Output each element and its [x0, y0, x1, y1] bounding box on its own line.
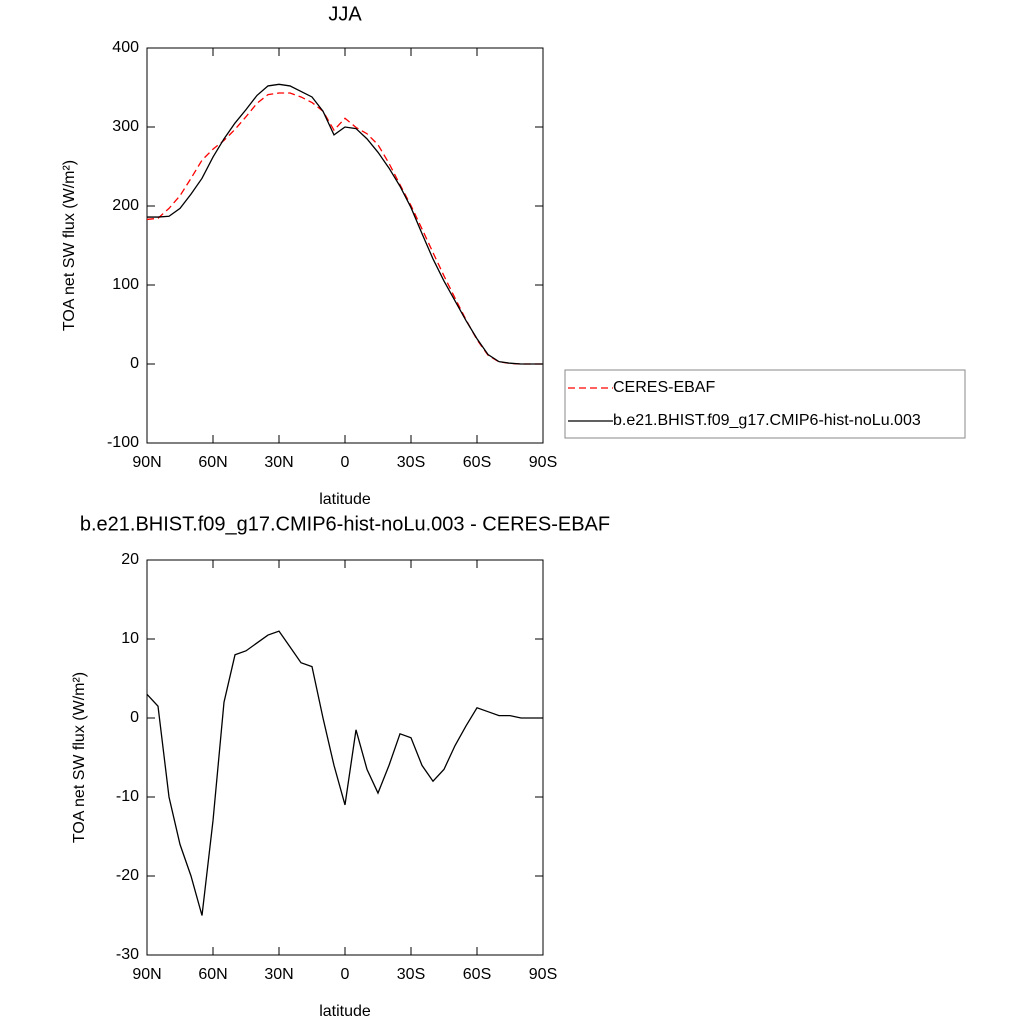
legend-label: b.e21.BHIST.f09_g17.CMIP6-hist-noLu.003 [613, 412, 921, 429]
data-line [146, 630, 543, 916]
y-tick-label: -100 [107, 434, 139, 451]
x-tick-label: 60N [198, 966, 227, 983]
legend-label: CERES-EBAF [613, 379, 715, 396]
plot-frame [146, 559, 544, 956]
legend-box [564, 369, 966, 439]
x-tick-label: 30N [264, 966, 293, 983]
y-tick-label: 400 [112, 39, 139, 56]
plot-frame [146, 47, 544, 444]
y-tick-label: -30 [116, 946, 139, 963]
chart-title: b.e21.BHIST.f09_g17.CMIP6-hist-noLu.003 … [80, 513, 610, 535]
y-tick-label: 100 [112, 276, 139, 293]
x-tick-label: 90S [529, 966, 557, 983]
y-tick-label: -20 [116, 867, 139, 884]
x-tick-label: 0 [341, 966, 350, 983]
x-tick-label: 90S [529, 454, 557, 471]
y-tick-label: 10 [121, 630, 139, 647]
x-tick-label: 30N [264, 454, 293, 471]
y-tick-label: -10 [116, 788, 139, 805]
y-tick-label: 200 [112, 197, 139, 214]
x-tick-label: 0 [341, 454, 350, 471]
x-axis-label: latitude [319, 1003, 371, 1020]
x-tick-label: 60S [463, 454, 491, 471]
x-axis-label: latitude [319, 491, 371, 508]
y-tick-label: 20 [121, 551, 139, 568]
y-tick-label: 0 [130, 355, 139, 372]
data-line [147, 83, 543, 365]
x-tick-label: 90N [132, 966, 161, 983]
chart-title: JJA [328, 3, 362, 25]
y-tick-label: 300 [112, 118, 139, 135]
x-tick-label: 60N [198, 454, 227, 471]
y-axis-label: TOA net SW flux (W/m²) [71, 672, 88, 843]
x-tick-label: 30S [397, 454, 425, 471]
x-tick-label: 90N [132, 454, 161, 471]
data-line [146, 92, 543, 365]
y-tick-label: 0 [130, 709, 139, 726]
x-tick-label: 30S [397, 966, 425, 983]
y-axis-label: TOA net SW flux (W/m²) [61, 160, 78, 331]
x-tick-label: 60S [463, 966, 491, 983]
